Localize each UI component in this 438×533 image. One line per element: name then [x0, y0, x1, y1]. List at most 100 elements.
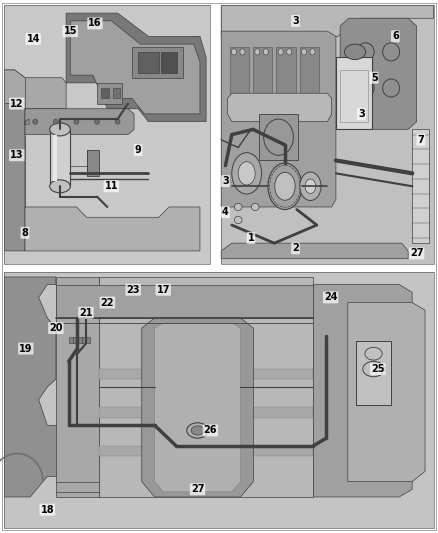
Bar [138, 52, 159, 72]
Ellipse shape [53, 119, 58, 124]
Bar [161, 52, 177, 72]
Ellipse shape [191, 426, 204, 435]
Bar [53, 135, 57, 181]
Bar [113, 88, 120, 99]
Polygon shape [221, 31, 336, 207]
Text: 12: 12 [10, 99, 24, 109]
Bar [101, 88, 110, 99]
Polygon shape [221, 243, 408, 259]
Bar [73, 337, 78, 343]
Bar [300, 47, 319, 103]
Ellipse shape [231, 49, 237, 55]
Text: 3: 3 [358, 109, 365, 119]
Text: 24: 24 [324, 293, 337, 302]
Ellipse shape [305, 179, 316, 193]
Bar [230, 47, 249, 103]
Bar [69, 337, 73, 343]
Ellipse shape [268, 163, 302, 209]
Polygon shape [56, 277, 99, 497]
Polygon shape [4, 70, 25, 251]
Text: 7: 7 [417, 135, 424, 145]
Text: 17: 17 [156, 285, 170, 295]
Bar [4, 5, 210, 264]
Bar [336, 57, 372, 130]
Bar [340, 70, 368, 122]
Polygon shape [340, 18, 417, 130]
Polygon shape [99, 407, 314, 418]
Bar [253, 47, 272, 103]
Ellipse shape [33, 119, 38, 124]
Polygon shape [4, 277, 64, 497]
Text: 21: 21 [79, 308, 93, 318]
Polygon shape [70, 21, 200, 114]
Bar [49, 130, 70, 187]
Ellipse shape [49, 180, 70, 193]
Polygon shape [4, 70, 66, 109]
Ellipse shape [232, 152, 261, 194]
Text: 5: 5 [371, 72, 378, 83]
Bar [78, 337, 81, 343]
Text: 19: 19 [19, 344, 32, 353]
Bar [97, 83, 122, 103]
Bar [276, 47, 296, 103]
Bar [81, 337, 86, 343]
Ellipse shape [275, 172, 295, 200]
Bar [4, 272, 434, 528]
Text: 8: 8 [21, 228, 28, 238]
Bar [86, 337, 90, 343]
Ellipse shape [49, 123, 70, 136]
Text: 3: 3 [222, 176, 229, 186]
Ellipse shape [255, 49, 260, 55]
Ellipse shape [115, 119, 120, 124]
Text: 15: 15 [64, 26, 77, 36]
Ellipse shape [301, 49, 307, 55]
Polygon shape [413, 130, 429, 243]
Text: 22: 22 [101, 297, 114, 308]
Polygon shape [66, 13, 206, 122]
Bar [259, 114, 298, 160]
Text: 18: 18 [40, 505, 54, 515]
Polygon shape [348, 303, 425, 482]
Bar [87, 150, 99, 176]
Polygon shape [142, 318, 253, 497]
Polygon shape [314, 285, 412, 497]
Ellipse shape [240, 49, 245, 55]
Ellipse shape [310, 49, 315, 55]
Text: 27: 27 [410, 248, 424, 259]
Ellipse shape [344, 44, 366, 60]
Polygon shape [99, 369, 314, 379]
Bar [4, 5, 210, 264]
Text: 14: 14 [26, 34, 40, 44]
Ellipse shape [74, 119, 79, 124]
Ellipse shape [263, 49, 268, 55]
Ellipse shape [238, 161, 255, 185]
Ellipse shape [234, 204, 242, 211]
Polygon shape [228, 93, 332, 122]
Polygon shape [25, 207, 200, 251]
Bar [132, 47, 184, 78]
Ellipse shape [286, 49, 292, 55]
Text: 25: 25 [371, 364, 385, 374]
Bar [221, 5, 434, 264]
Polygon shape [221, 5, 434, 36]
Ellipse shape [95, 119, 99, 124]
Ellipse shape [251, 204, 259, 211]
Polygon shape [99, 446, 314, 456]
Text: 2: 2 [292, 244, 299, 253]
Ellipse shape [300, 172, 321, 200]
Bar [221, 5, 434, 264]
Ellipse shape [234, 216, 242, 223]
Polygon shape [25, 109, 134, 134]
Text: 16: 16 [88, 19, 102, 28]
Text: 1: 1 [247, 233, 254, 243]
Text: 6: 6 [392, 31, 399, 42]
Text: 26: 26 [204, 425, 217, 435]
Ellipse shape [278, 49, 283, 55]
Text: 23: 23 [127, 285, 140, 295]
Polygon shape [99, 277, 314, 497]
Bar [357, 341, 391, 405]
Text: 20: 20 [49, 323, 63, 333]
Polygon shape [155, 323, 240, 492]
Bar [4, 272, 434, 528]
Text: 11: 11 [105, 181, 118, 191]
